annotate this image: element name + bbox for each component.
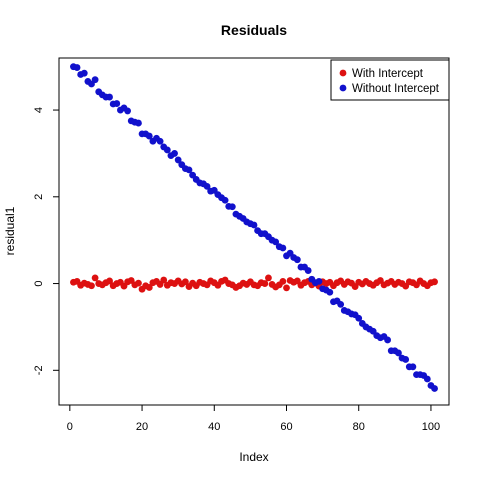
data-point [355, 314, 363, 322]
data-point [265, 274, 272, 282]
x-axis-label: Index [239, 450, 268, 464]
data-point [135, 279, 142, 287]
data-point [156, 137, 164, 145]
data-point [91, 76, 99, 84]
data-point [174, 156, 182, 164]
data-point [88, 282, 95, 290]
data-point [402, 356, 410, 363]
y-tick-label: 0 [33, 280, 45, 286]
data-point [304, 267, 312, 274]
y-axis-label: residual1 [3, 206, 17, 255]
data-point [135, 119, 142, 127]
x-tick-label: 100 [422, 421, 440, 433]
data-point [279, 244, 287, 252]
data-point [228, 203, 236, 211]
data-point [431, 278, 438, 286]
data-point [106, 277, 113, 285]
data-point [203, 182, 211, 190]
data-point [337, 300, 345, 308]
data-point [221, 196, 229, 204]
data-point [315, 277, 323, 285]
data-point [163, 146, 171, 154]
x-tick-label: 0 [67, 421, 73, 433]
y-axis: -2 0 2 4 [33, 107, 60, 375]
x-tick-label: 80 [353, 421, 365, 433]
data-point [73, 64, 81, 71]
data-point [145, 132, 153, 140]
data-point [171, 150, 178, 157]
legend-label-with-intercept: With Intercept [352, 68, 424, 80]
y-tick-label: -2 [33, 365, 45, 375]
data-point [185, 166, 193, 174]
series-without-intercept [70, 63, 438, 392]
x-axis: 0 20 40 60 80 100 [67, 404, 440, 433]
series-with-intercept [70, 274, 438, 293]
legend-marker-without-intercept [339, 84, 347, 92]
data-point [279, 277, 287, 285]
data-point [326, 288, 334, 296]
legend: With Intercept Without Intercept [330, 59, 450, 101]
data-point [409, 363, 417, 371]
chart-title: Residuals [221, 22, 287, 38]
x-tick-label: 40 [208, 421, 220, 433]
data-point [91, 274, 99, 282]
data-point [261, 280, 269, 287]
data-point [293, 256, 301, 264]
data-point [283, 284, 290, 292]
data-point [106, 93, 113, 101]
data-point [160, 276, 168, 284]
y-tick-label: 2 [33, 194, 45, 200]
data-point [431, 385, 438, 392]
data-point [423, 375, 431, 383]
y-tick-label: 4 [33, 107, 45, 113]
data-point [145, 284, 153, 291]
legend-box [330, 59, 450, 101]
legend-marker-with-intercept [339, 69, 347, 77]
data-point [384, 336, 392, 344]
data-point [272, 238, 280, 246]
x-tick-label: 20 [136, 421, 148, 433]
data-point [395, 349, 402, 357]
data-point [181, 278, 189, 286]
legend-label-without-intercept: Without Intercept [352, 83, 440, 95]
data-point [113, 100, 121, 107]
data-point [124, 107, 132, 115]
data-points [70, 63, 438, 392]
x-tick-label: 60 [280, 421, 292, 433]
data-point [250, 221, 258, 229]
data-point [80, 69, 88, 77]
